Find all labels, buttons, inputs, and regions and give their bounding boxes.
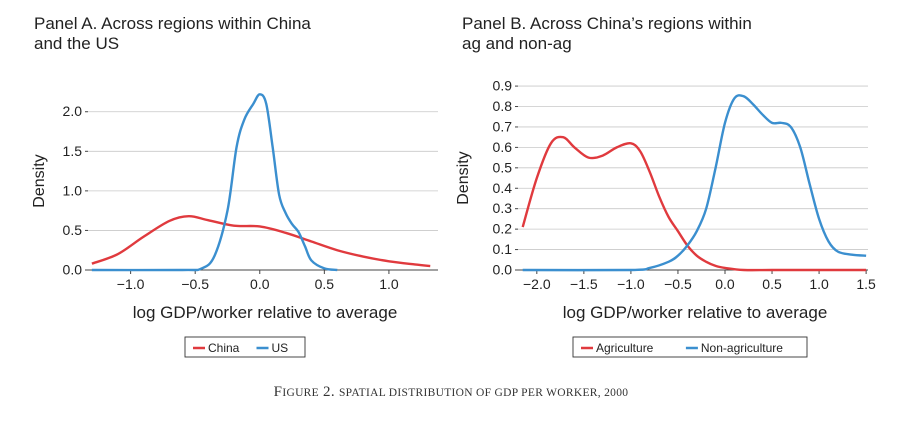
figure-caption: FIGURE 2. SPATIAL DISTRIBUTION OF GDP PE… xyxy=(0,384,902,401)
panel-b-ytick-label: 0.2 xyxy=(493,221,513,237)
panel-b-series-non-agriculture-line xyxy=(522,94,867,272)
panel-a-title-line-2: and the US xyxy=(34,34,120,53)
panel-a-xtick-label: −1.0 xyxy=(117,276,145,292)
panel-b-xtick-label: −0.5 xyxy=(664,276,692,292)
panel-a-xtick-label: 0.0 xyxy=(250,276,270,292)
panel-a-ytick-label: 1.0 xyxy=(63,182,83,198)
panel-b-ytick-label: 0.4 xyxy=(493,180,513,196)
panel-a-legend-label-us: US xyxy=(272,341,289,355)
panel-b-ytick-label: 0.0 xyxy=(493,262,513,278)
panel-b-ytick-label: 0.3 xyxy=(493,200,513,216)
panel-a-xtick-label: 1.0 xyxy=(379,276,399,292)
panel-b-legend-label-non-agriculture: Non-agriculture xyxy=(701,341,783,355)
panel-b-xtick-label: 0.0 xyxy=(715,276,735,292)
panel-a-xlabel: log GDP/worker relative to average xyxy=(133,303,398,322)
panel-b-series-agriculture-line xyxy=(521,135,867,272)
panel-b-title: Panel B. Across China’s regions within a… xyxy=(462,14,792,54)
panel-b-ytick-label: 0.8 xyxy=(493,98,513,114)
panel-b-ylabel: Density xyxy=(455,151,472,204)
caption-prefix: FIGURE 2. xyxy=(273,384,335,400)
panel-a-legend xyxy=(184,336,306,358)
panel-a-ylabel: Density xyxy=(31,154,48,207)
panel-b-xtick-label: 1.0 xyxy=(809,276,829,292)
panel-b-ytick-label: 0.1 xyxy=(493,241,513,257)
panel-a-series-us-line xyxy=(91,93,338,272)
panel-a-ytick-label: 1.5 xyxy=(63,143,83,159)
panel-a-xtick-label: −0.5 xyxy=(181,276,209,292)
panel-b-ytick-label: 0.9 xyxy=(493,78,513,94)
panel-a-title-line-1: Panel A. Across regions within China xyxy=(34,14,311,33)
panel-b-xtick-label: 1.5 xyxy=(856,276,876,292)
panel-b-ytick-label: 0.5 xyxy=(493,159,513,175)
panel-a-xtick-label: 0.5 xyxy=(315,276,335,292)
panel-b-xtick-label: −1.5 xyxy=(570,276,598,292)
panel-a-title: Panel A. Across regions within China and… xyxy=(34,14,364,54)
panel-a-ytick-label: 2.0 xyxy=(63,103,83,119)
panel-b-xtick-label: 0.5 xyxy=(762,276,782,292)
caption-text: SPATIAL DISTRIBUTION OF GDP PER WORKER, … xyxy=(338,387,629,399)
panel-b-legend-label-agriculture: Agriculture xyxy=(596,341,654,355)
panel-a-series-china-line xyxy=(91,214,431,268)
panel-a-legend-label-china: China xyxy=(208,341,240,355)
panel-b-xtick-label: −1.0 xyxy=(617,276,645,292)
panel-b-title-line-1: Panel B. Across China’s regions within xyxy=(462,14,752,33)
panel-a-ytick-label: 0.5 xyxy=(63,222,83,238)
panel-a-ytick-label: 0.0 xyxy=(63,262,83,278)
panel-b-ytick-label: 0.6 xyxy=(493,139,513,155)
panel-b-xtick-label: −2.0 xyxy=(523,276,551,292)
panel-b-title-line-2: ag and non-ag xyxy=(462,34,572,53)
panel-b-xlabel: log GDP/worker relative to average xyxy=(563,303,828,322)
panel-b-ytick-label: 0.7 xyxy=(493,118,513,134)
